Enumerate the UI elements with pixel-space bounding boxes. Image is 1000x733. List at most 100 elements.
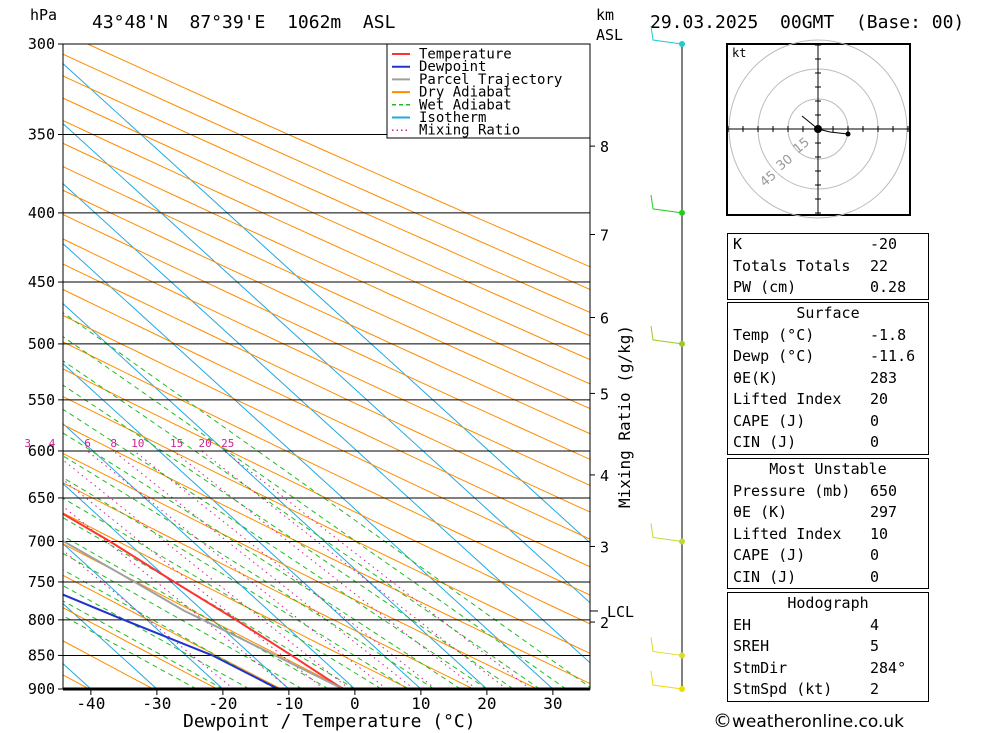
index-row: K -20 <box>728 234 928 256</box>
mixing-ratio-label: 4 <box>49 437 56 450</box>
index-value: 0.28 <box>870 278 907 296</box>
index-label: Totals Totals <box>733 256 851 275</box>
surface-row: CAPE (J) 0 <box>728 411 928 433</box>
wind-barb <box>650 523 683 542</box>
pressure-tick-label: 500 <box>28 335 55 353</box>
hodograph-stat-value: 5 <box>870 637 880 655</box>
temperature-axis: -40 -30 -20 -10 0 10 20 30 <box>76 689 563 713</box>
legend-label: Dewpoint <box>419 59 486 75</box>
hodograph-stat-row: StmDir 284° <box>728 658 928 680</box>
index-value: -20 <box>870 235 898 253</box>
index-value: 22 <box>870 256 889 275</box>
hodograph-stat-label: StmSpd (kt) <box>733 680 833 698</box>
legend-box <box>386 43 591 139</box>
plot-frame <box>62 43 591 690</box>
surface-row: CIN (J) 0 <box>728 432 928 454</box>
sounding-series <box>63 512 344 689</box>
hodograph-stat-label: StmDir <box>733 658 788 677</box>
surface-label: CIN (J) <box>733 433 797 451</box>
hodograph-stat-value: 4 <box>870 615 880 634</box>
most-unstable-label: θE (K) <box>733 503 788 521</box>
km-tick-label: 8 <box>600 138 609 156</box>
dry-adiabat-line <box>0 44 25 689</box>
km-tick-label: 2 <box>600 614 609 632</box>
mixing-ratio-label: 10 <box>131 437 144 450</box>
most-unstable-label: Pressure (mb) <box>733 481 851 500</box>
km-tick-label: 7 <box>600 227 609 245</box>
index-row: PW (cm) 0.28 <box>728 277 928 299</box>
wet-adiabat-line <box>63 384 514 689</box>
wet-adiabat-line <box>63 408 488 689</box>
surface-value: 20 <box>870 390 889 408</box>
km-label: km <box>596 6 614 24</box>
km-tick-label: 5 <box>600 385 609 403</box>
wind-barb <box>650 670 683 690</box>
pressure-tick-label: 350 <box>28 126 55 144</box>
surface-row: Lifted Index 20 <box>728 389 928 411</box>
most-unstable-value: 0 <box>870 546 880 564</box>
most-unstable-row: θE (K) 297 <box>728 502 928 524</box>
hodograph-trace <box>801 115 849 135</box>
isotherm-line <box>63 302 488 689</box>
most-unstable-row: CIN (J) 0 <box>728 567 928 589</box>
legend-label: Wet Adiabat <box>419 97 512 113</box>
isotherm-line <box>63 602 158 689</box>
hodograph-origin-dot <box>814 125 822 133</box>
hodograph-stat-label: SREH <box>733 637 770 655</box>
isotherm-line <box>63 62 590 544</box>
most-unstable-label: CIN (J) <box>733 567 797 586</box>
footer-credit[interactable]: ©weatheronline.co.uk <box>713 710 904 732</box>
km-tick-label: 4 <box>600 467 609 485</box>
wind-barb <box>650 194 683 214</box>
pressure-tick-label: 600 <box>28 442 55 460</box>
mixing-ratio-axis-label: Mixing Ratio (g/kg) <box>615 325 634 508</box>
legend-label: Temperature <box>419 47 512 63</box>
pressure-tick-label: 800 <box>28 611 55 629</box>
wind-barb <box>650 637 683 656</box>
dewpoint-line <box>63 593 279 689</box>
mixing-ratio-label: 15 <box>170 437 183 450</box>
surface-value: -11.6 <box>870 347 916 365</box>
temperature-tick-label: 0 <box>350 694 360 713</box>
pressure-axis: 300 350 400 450 500 550 600 650 700 750 800 850 900 <box>28 35 63 698</box>
surface-row: Dewp (°C) -11.6 <box>728 346 928 368</box>
hodograph-stat-value: 2 <box>870 680 880 698</box>
mixing-ratio-label: 20 <box>199 437 212 450</box>
storm-motion-dot <box>845 131 851 137</box>
asl-label: ASL <box>596 26 623 44</box>
location-title: 43°48'N 87°39'E 1062m ASL <box>92 12 396 33</box>
isotherm-line <box>63 182 590 664</box>
hodograph-unit: kt <box>732 46 746 60</box>
most-unstable-row: Pressure (mb) 650 <box>728 481 928 503</box>
site-name[interactable]: weatheronline.co.uk <box>732 712 905 732</box>
mixing-ratio-line <box>63 459 350 689</box>
surface-label: θE(K) <box>733 368 779 387</box>
wet-adiabat-line <box>63 432 461 689</box>
parcel-trajectory-line <box>63 539 344 689</box>
temperature-line <box>63 512 344 689</box>
mixing-ratio-lines <box>63 450 531 689</box>
most-unstable-value: 650 <box>870 481 898 500</box>
hodograph-panel: Hodograph EH 4 SREH 5 StmDir 284° StmSpd (kt) 2 <box>727 592 929 702</box>
surface-row: Temp (°C) -1.8 <box>728 325 928 347</box>
most-unstable-row: CAPE (J) 0 <box>728 545 928 567</box>
most-unstable-panel: Most Unstable Pressure (mb) 650 θE (K) 297 L… <box>727 458 929 589</box>
mixing-ratio-label: 8 <box>110 437 117 450</box>
pressure-tick-label: 300 <box>28 35 55 53</box>
most-unstable-title: Most Unstable <box>769 460 887 478</box>
index-row: Totals Totals 22 <box>728 256 928 278</box>
pressure-tick-label: 450 <box>28 273 55 291</box>
wet-adiabat-lines <box>63 312 590 689</box>
most-unstable-value: 10 <box>870 524 889 543</box>
wet-adiabat-line <box>63 335 567 689</box>
x-axis-label: Dewpoint / Temperature (°C) <box>183 711 476 732</box>
pressure-tick-label: 650 <box>28 489 55 507</box>
temperature-tick-label: -40 <box>76 694 105 713</box>
hodograph-stat-label: EH <box>733 615 752 634</box>
mixing-ratio-line <box>133 450 437 689</box>
surface-value: 283 <box>870 368 898 387</box>
pressure-tick-label: 700 <box>28 532 55 550</box>
most-unstable-value: 0 <box>870 567 880 586</box>
